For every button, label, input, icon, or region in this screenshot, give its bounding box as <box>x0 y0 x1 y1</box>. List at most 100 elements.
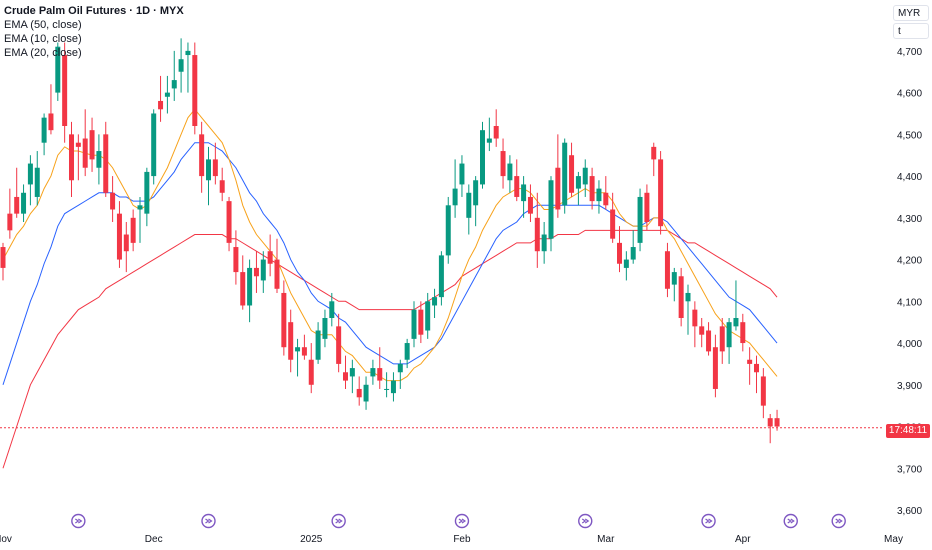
candle-body <box>116 213 122 260</box>
candle-body <box>212 159 218 177</box>
candle <box>274 238 280 293</box>
candle <box>253 251 259 293</box>
candle-body <box>192 55 198 126</box>
candle-body <box>541 234 547 252</box>
candle <box>82 109 88 177</box>
candle <box>514 159 520 202</box>
x-tick-label: Nov <box>0 534 12 545</box>
candle <box>103 121 109 197</box>
candle-body <box>253 267 259 277</box>
ema50-label[interactable]: EMA (50, close) <box>4 19 82 31</box>
candle <box>281 280 287 356</box>
candle-body <box>349 368 355 377</box>
candle <box>418 301 424 344</box>
candle <box>541 222 547 264</box>
candle-body <box>137 205 143 210</box>
candle-body <box>7 213 13 231</box>
candle-body <box>726 322 732 348</box>
candle-body <box>623 259 629 268</box>
candle-body <box>575 176 581 189</box>
candle <box>7 188 13 239</box>
candle-body <box>267 251 273 264</box>
candle-body <box>295 347 301 352</box>
ema-path <box>2 229 778 469</box>
candle <box>637 188 643 252</box>
candle <box>185 42 191 93</box>
candle-body <box>610 209 616 239</box>
candle-body <box>69 134 74 181</box>
candle-body <box>247 267 253 306</box>
candle-body <box>164 92 170 97</box>
candles <box>0 38 780 444</box>
candle <box>719 318 725 364</box>
candle <box>226 196 232 252</box>
candle-body <box>712 347 718 389</box>
symbol-title: Crude Palm Oil Futures · 1D · MYX <box>4 5 184 17</box>
candle <box>356 376 362 406</box>
ema10-label[interactable]: EMA (10, close) <box>4 33 82 45</box>
candle-body <box>411 309 417 339</box>
x-tick-label: Dec <box>145 534 163 545</box>
currency-button[interactable]: MYR <box>893 5 929 21</box>
event-icon <box>578 513 593 529</box>
candle-body <box>548 180 554 239</box>
candle-body <box>75 142 81 147</box>
ema-path <box>2 108 778 382</box>
x-tick-label: Mar <box>597 534 615 545</box>
candle-body <box>596 188 602 202</box>
candle <box>603 176 609 210</box>
ema20-label[interactable]: EMA (20, close) <box>4 47 82 59</box>
candle-body <box>486 138 492 143</box>
candle <box>247 259 253 323</box>
candle-body <box>452 188 458 206</box>
candle-body <box>397 363 403 373</box>
candle <box>192 42 198 135</box>
chart-legend: Crude Palm Oil Futures · 1D · MYX EMA (5… <box>4 4 184 60</box>
event-icon <box>201 513 216 529</box>
candle-body <box>507 163 513 181</box>
candle <box>329 292 335 327</box>
candle-body <box>678 276 684 318</box>
y-tick-label: 4,400 <box>897 172 922 183</box>
candle-body <box>404 343 410 360</box>
candle-body <box>754 363 759 373</box>
candle-body <box>377 368 383 381</box>
candle-body <box>582 167 588 185</box>
candle-body <box>315 330 321 360</box>
candle <box>589 167 595 210</box>
candle-body <box>692 309 698 327</box>
event-icon <box>71 513 86 529</box>
candle <box>493 109 499 147</box>
candle-body <box>240 272 246 306</box>
candle-body <box>233 247 239 273</box>
candle <box>507 155 513 193</box>
candle <box>480 121 485 189</box>
candle <box>336 313 342 373</box>
candle <box>610 192 616 243</box>
candle-body <box>178 59 184 72</box>
unit-button[interactable]: t <box>893 23 929 39</box>
candle <box>295 338 301 377</box>
candle-body <box>699 326 705 335</box>
candle <box>158 75 164 122</box>
candle <box>473 176 479 227</box>
candle-body <box>363 384 369 402</box>
candle <box>706 322 712 356</box>
candle-body <box>89 130 95 160</box>
candle <box>534 192 540 268</box>
candle <box>404 338 410 369</box>
candle-body <box>747 359 753 364</box>
candle <box>315 322 321 364</box>
candle-body <box>62 55 68 126</box>
candle-body <box>521 184 527 202</box>
candle-body <box>651 146 657 160</box>
candle-body <box>82 138 88 168</box>
ema50-line <box>2 229 778 469</box>
candle <box>390 372 396 402</box>
candle-body <box>637 196 643 243</box>
candle-body <box>226 201 232 243</box>
candle <box>116 201 122 268</box>
candle <box>596 180 602 214</box>
candle-body <box>123 234 129 252</box>
